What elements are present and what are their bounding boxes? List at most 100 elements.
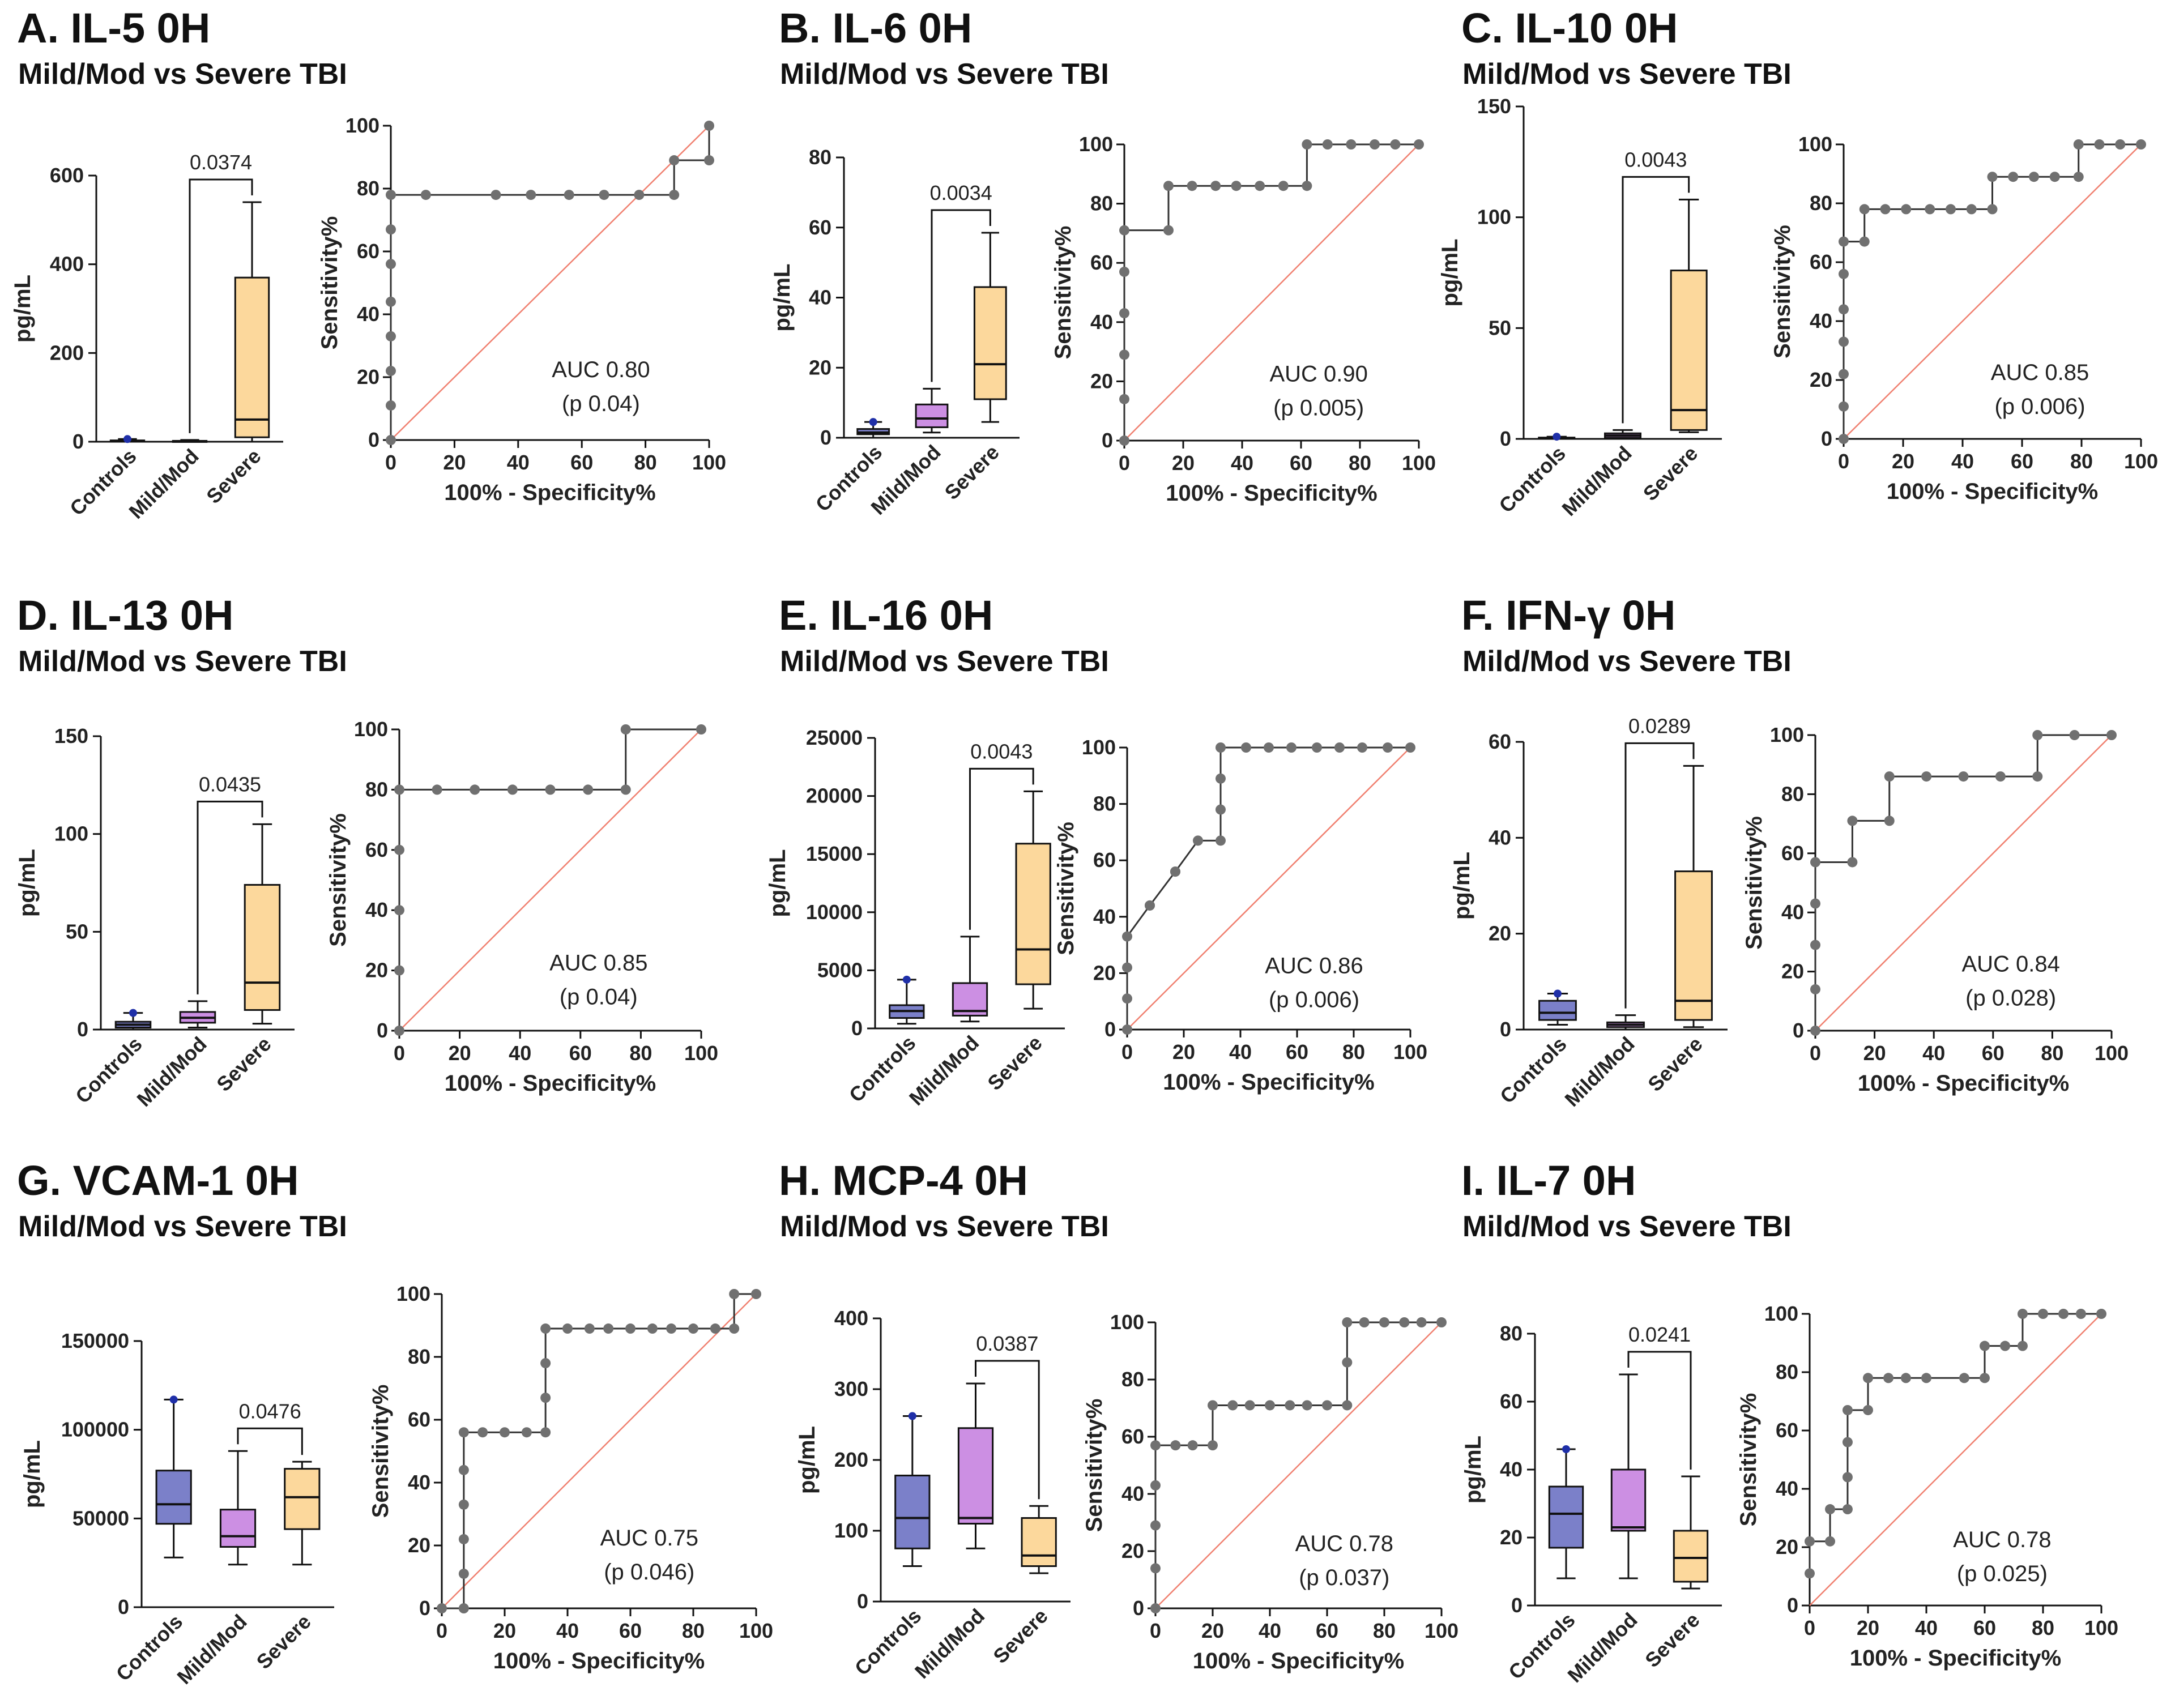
roc-point — [1880, 204, 1891, 215]
outlier-point — [129, 1009, 137, 1017]
box-iqr — [915, 403, 949, 428]
panel-title: F. IFN-γ 0H — [1461, 592, 1675, 639]
roc-x-tick-label: 40 — [1915, 1616, 1938, 1639]
roc-point — [1342, 1317, 1353, 1327]
roc-x-axis-label: 100% - Specificity% — [445, 1071, 656, 1096]
roc-point — [1805, 1536, 1815, 1547]
significance-bracket: 0.0374 — [189, 151, 253, 433]
roc-y-tick-label: 100 — [396, 1282, 430, 1305]
roc-plot: 00 20 20 40 40 60 60 80 80 100 100 Sensitivity% 100%… — [326, 718, 718, 1096]
roc-x-axis-label: 100% - Specificity% — [1858, 1071, 2070, 1096]
roc-point — [500, 1427, 510, 1438]
roc-x-tick-label: 100 — [2124, 450, 2158, 473]
box-y-tick-label: 10000 — [806, 900, 863, 924]
box-y-tick-label: 0 — [1500, 427, 1511, 450]
p-value-label: 0.0476 — [239, 1399, 301, 1423]
roc-y-tick-label: 60 — [357, 240, 379, 263]
roc-point — [1390, 139, 1401, 150]
roc-point — [1122, 993, 1132, 1004]
box-severe: Severe — [251, 1461, 321, 1673]
significance-bracket: 0.0034 — [930, 181, 992, 382]
roc-y-tick-label: 100 — [1770, 723, 1804, 746]
auc-label: AUC 0.85 — [1991, 360, 2089, 385]
roc-y-tick-label: 40 — [357, 302, 379, 326]
roc-point — [386, 400, 396, 411]
box-iqr — [1670, 270, 1708, 431]
panel-title: C. IL-10 0H — [1461, 5, 1678, 52]
roc-point — [1285, 1400, 1295, 1411]
roc-point — [1900, 1373, 1911, 1384]
roc-point — [1278, 181, 1289, 191]
p-value-label: 0.0043 — [1624, 148, 1687, 171]
roc-y-tick-label: 100 — [1110, 1310, 1144, 1334]
roc-y-axis-label: Sensitivity% — [1736, 1393, 1761, 1527]
box-y-tick-label: 60 — [1500, 1390, 1522, 1413]
box-mild-mod: Mild/Mod — [132, 1000, 216, 1111]
panel-subtitle: Mild/Mod vs Severe TBI — [1462, 645, 1792, 678]
roc-y-tick-label: 0 — [377, 1019, 388, 1042]
roc-y-tick-label: 0 — [1104, 1018, 1116, 1041]
roc-point — [1342, 1357, 1353, 1368]
box-y-tick-label: 0 — [851, 1017, 863, 1040]
roc-y-tick-label: 0 — [1102, 429, 1113, 452]
box-category-label: Controls — [1495, 1032, 1571, 1108]
roc-point — [1150, 1480, 1161, 1491]
significance-bracket: 0.0043 — [1622, 148, 1690, 424]
roc-x-axis-label: 100% - Specificity% — [1850, 1646, 2062, 1671]
auc-label: AUC 0.85 — [549, 951, 647, 976]
auc-p-value: (p 0.04) — [562, 391, 640, 416]
panel-subtitle: Mild/Mod vs Severe TBI — [1462, 1210, 1792, 1243]
box-y-tick-label: 400 — [834, 1306, 868, 1330]
reference-diagonal — [1127, 747, 1411, 1030]
roc-y-axis-label: Sensitivity% — [326, 813, 351, 947]
box-plot: 0200400600pg/mLControlsMild/ModSevere0.0… — [10, 151, 283, 523]
roc-x-tick-label: 60 — [619, 1619, 642, 1642]
significance-bracket: 0.0435 — [197, 772, 263, 994]
panel-b: B. IL-6 0H Mild/Mod vs Severe TBI 0 20 40 60 8… — [770, 5, 1436, 519]
roc-y-tick-label: 20 — [1776, 1535, 1798, 1558]
roc-x-tick-label: 60 — [1982, 1041, 2005, 1065]
box-iqr — [973, 286, 1007, 400]
roc-point — [1825, 1536, 1836, 1547]
box-category-label: Severe — [940, 441, 1004, 505]
roc-y-tick-label: 60 — [1121, 1425, 1144, 1448]
roc-x-axis-label: 100% - Specificity% — [1193, 1649, 1405, 1673]
roc-point — [2017, 1340, 2028, 1351]
box-plot: 0500010000150002000025000pg/mLControlsMi… — [765, 726, 1065, 1110]
bracket-line — [975, 1360, 1040, 1500]
roc-point — [1399, 1317, 1410, 1327]
roc-point — [603, 1323, 614, 1334]
box-y-tick-label: 40 — [809, 286, 831, 309]
box-iqr — [1538, 1000, 1577, 1021]
roc-y-tick-label: 40 — [1090, 310, 1113, 334]
roc-x-tick-label: 20 — [1172, 451, 1195, 475]
outlier-point — [869, 418, 877, 426]
roc-y-tick-label: 80 — [365, 778, 388, 801]
roc-point — [545, 784, 556, 795]
auc-label: AUC 0.80 — [552, 357, 650, 382]
roc-point — [1163, 181, 1174, 191]
box-mild-mod: Mild/Mod — [124, 439, 208, 523]
roc-point — [1884, 771, 1895, 782]
roc-x-tick-label: 100 — [2095, 1041, 2129, 1065]
reference-diagonal — [390, 125, 710, 441]
roc-point — [1302, 139, 1312, 150]
reference-diagonal — [1815, 735, 2112, 1031]
roc-y-tick-label: 80 — [1093, 792, 1116, 815]
box-y-tick-label: 0 — [1511, 1594, 1522, 1617]
box-y-tick-label: 20000 — [806, 784, 863, 808]
roc-y-tick-label: 0 — [368, 428, 379, 451]
box-iqr — [1610, 1468, 1647, 1532]
roc-y-tick-label: 60 — [1810, 250, 1832, 274]
roc-x-axis-label: 100% - Specificity% — [444, 480, 656, 505]
roc-x-tick-label: 40 — [1922, 1041, 1945, 1065]
roc-point — [1346, 139, 1357, 150]
roc-point — [599, 190, 609, 200]
roc-plot: 00 20 20 40 40 60 60 80 80 100 100 Sensitivity% 100%… — [1054, 736, 1427, 1095]
roc-x-tick-label: 40 — [1229, 1040, 1252, 1064]
roc-y-tick-label: 40 — [365, 898, 388, 921]
box-y-tick-label: 100000 — [61, 1418, 129, 1441]
box-y-tick-label: 150 — [1477, 95, 1511, 118]
